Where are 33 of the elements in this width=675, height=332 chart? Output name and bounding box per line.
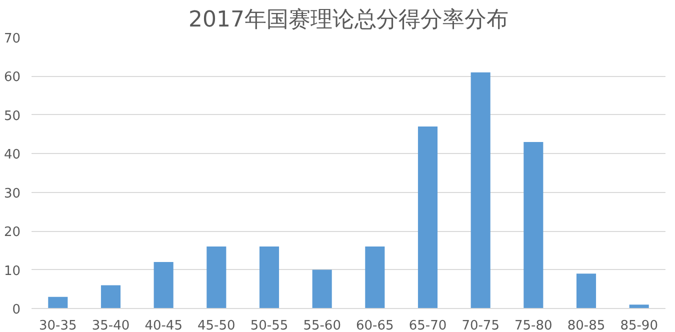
x-tick-label: 60-65	[356, 318, 394, 332]
x-tick-label: 65-70	[408, 318, 447, 332]
bar	[629, 304, 649, 308]
bar	[470, 72, 490, 308]
y-tick-label: 40	[4, 148, 21, 163]
x-tick-label: 75-80	[514, 318, 552, 332]
x-tick-label: 45-50	[198, 318, 236, 332]
bar	[206, 246, 226, 308]
x-tick-label: 50-55	[250, 318, 288, 332]
x-tick-label: 40-45	[144, 318, 182, 332]
bar	[524, 142, 544, 308]
bar	[259, 246, 280, 308]
y-tick-label: 10	[4, 264, 21, 279]
y-tick-label: 50	[4, 108, 21, 124]
bar	[154, 262, 174, 308]
x-tick-label: 55-60	[303, 318, 341, 332]
y-tick-label: 20	[4, 225, 21, 240]
bar	[576, 274, 596, 308]
x-tick-label: 85-90	[620, 318, 658, 332]
chart-title: 2017年国赛理论总分得分率分布	[188, 8, 509, 32]
y-tick-label: 0	[12, 302, 21, 318]
x-tick-label: 35-40	[92, 318, 130, 332]
bar	[48, 296, 68, 308]
x-tick-label: 70-75	[462, 318, 500, 332]
bar	[418, 126, 438, 308]
y-tick-label: 30	[4, 186, 21, 202]
bar	[312, 270, 332, 308]
x-tick-label: 30-35	[39, 318, 77, 332]
y-tick-label: 60	[4, 70, 21, 86]
y-tick-label: 70	[4, 32, 21, 46]
x-tick-label: 80-85	[567, 318, 606, 332]
bar	[365, 246, 385, 308]
bar	[100, 285, 121, 308]
